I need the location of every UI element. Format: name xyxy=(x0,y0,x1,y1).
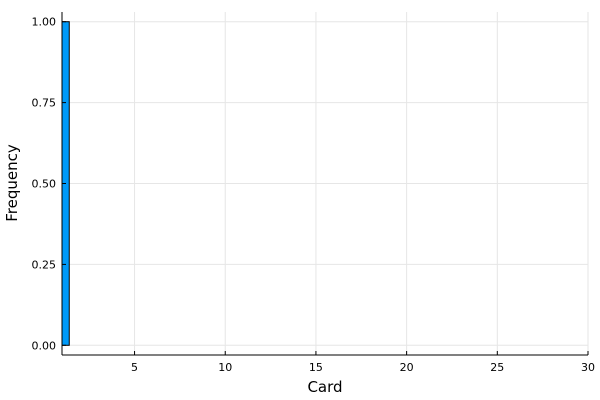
x-tick-label: 15 xyxy=(309,361,323,374)
y-axis-label: Frequency xyxy=(3,144,21,222)
y-tick-label: 1.00 xyxy=(32,16,57,29)
x-tick-label: 10 xyxy=(218,361,232,374)
y-tick-label: 0.75 xyxy=(32,97,57,110)
x-tick-label: 25 xyxy=(490,361,504,374)
y-tick-label: 0.25 xyxy=(32,258,57,271)
x-tick-label: 5 xyxy=(131,361,138,374)
y-tick-label: 0.50 xyxy=(32,178,57,191)
tick-labels: 5 10 15 20 25 30 0.00 0.25 0.50 0.75 1.00 xyxy=(32,16,596,374)
grid-lines xyxy=(62,12,589,355)
x-tick-label: 20 xyxy=(400,361,414,374)
y-tick-label: 0.00 xyxy=(32,339,57,352)
axes xyxy=(61,12,589,356)
x-axis-label: Card xyxy=(307,378,342,396)
x-tick-label: 30 xyxy=(581,361,595,374)
